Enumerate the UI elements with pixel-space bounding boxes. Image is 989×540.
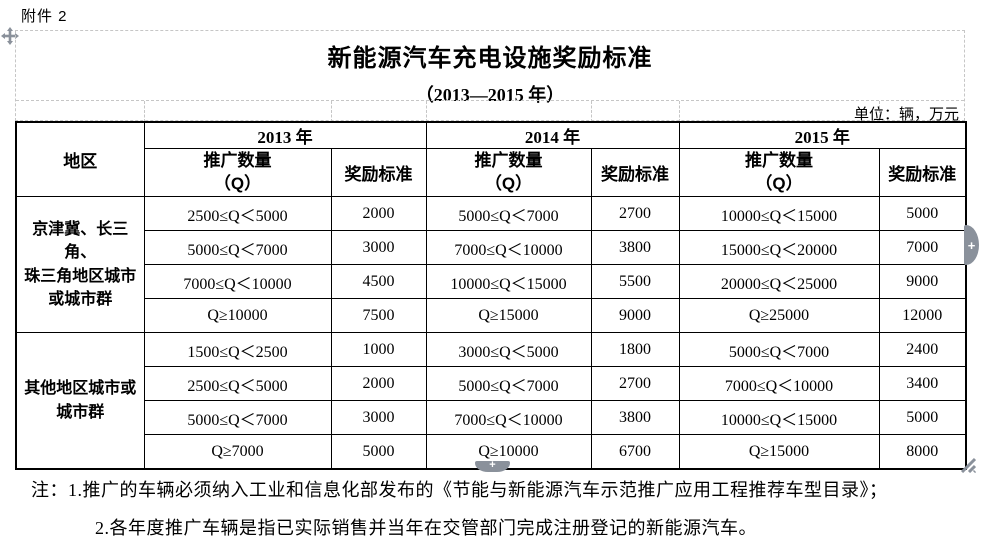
title-block: 新能源汽车充电设施奖励标准 （2013—2015 年） 单位：辆，万元 bbox=[15, 30, 965, 123]
year-header-2013: 2013 年 bbox=[143, 121, 427, 149]
dashed-gridline bbox=[331, 101, 332, 122]
qty-cell: 10000≤Q＜15000 bbox=[425, 264, 592, 299]
reward-cell: 3800 bbox=[590, 230, 680, 265]
qty-cell: Q≥25000 bbox=[678, 298, 880, 333]
plus-icon: + bbox=[967, 237, 976, 253]
dashed-gridline bbox=[16, 100, 964, 101]
qty-cell: 3000≤Q＜5000 bbox=[425, 332, 592, 367]
table-row: 7000≤Q＜10000 4500 10000≤Q＜15000 5500 200… bbox=[16, 264, 967, 299]
plus-icon: + bbox=[489, 459, 496, 471]
reward-cell: 3800 bbox=[590, 400, 680, 435]
reward-cell: 8000 bbox=[878, 434, 967, 470]
qty-cell: Q≥15000 bbox=[425, 298, 592, 333]
reward-cell: 5500 bbox=[590, 264, 680, 299]
dashed-gridline bbox=[679, 101, 680, 122]
title-area: 新能源汽车充电设施奖励标准 （2013—2015 年） bbox=[16, 31, 964, 105]
unit-label: 单位：辆，万元 bbox=[853, 106, 959, 123]
reward-cell: 2400 bbox=[878, 332, 967, 367]
qty-cell: Q≥10000 bbox=[143, 298, 332, 333]
dashed-gridline bbox=[426, 101, 427, 122]
year-header-2015: 2015 年 bbox=[678, 121, 967, 149]
reward-header-cell: 奖励标准 bbox=[590, 148, 680, 197]
reward-cell: 5000 bbox=[330, 434, 427, 470]
table-row: 地区 2013 年 2014 年 2015 年 bbox=[15, 121, 967, 197]
qty-cell: 15000≤Q＜20000 bbox=[678, 230, 880, 265]
dashed-gridline bbox=[591, 101, 592, 122]
region-cell: 其他地区城市或 城市群 bbox=[15, 332, 145, 470]
reward-cell: 2000 bbox=[330, 196, 427, 231]
insert-column-button[interactable]: + bbox=[964, 225, 979, 265]
reward-cell: 2700 bbox=[590, 366, 680, 401]
reward-cell: 7500 bbox=[330, 298, 427, 333]
table-move-icon[interactable] bbox=[1, 27, 19, 45]
reward-cell: 3000 bbox=[330, 230, 427, 265]
page-subtitle: （2013—2015 年） bbox=[415, 85, 565, 105]
insert-row-button[interactable]: + bbox=[475, 459, 510, 472]
table-row: 其他地区城市或 城市群 1500≤Q＜2500 1000 3000≤Q＜5000… bbox=[15, 332, 967, 470]
region-cell: 京津冀、长三角、 珠三角地区城市 或城市群 bbox=[15, 196, 145, 333]
note-line-1: 注：1.推广的车辆必须纳入工业和信息化部发布的《节能与新能源汽车示范推广应用工程… bbox=[31, 480, 888, 500]
qty-cell: 1500≤Q＜2500 bbox=[143, 332, 332, 367]
dashed-gridline bbox=[879, 101, 880, 122]
qty-cell: 7000≤Q＜10000 bbox=[425, 230, 592, 265]
table-resize-handle[interactable] bbox=[959, 456, 977, 474]
qty-cell: 7000≤Q＜10000 bbox=[425, 400, 592, 435]
move-arrows-icon bbox=[1, 27, 19, 45]
reward-cell: 5000 bbox=[878, 196, 967, 231]
reward-cell: 6700 bbox=[590, 434, 680, 470]
table-row: 京津冀、长三角、 珠三角地区城市 或城市群 2500≤Q＜5000 2000 5… bbox=[15, 196, 967, 333]
table-row: 推广数量 （Q） 奖励标准 推广数量 （Q） 奖励标准 推广数量 （Q） 奖励标… bbox=[16, 148, 967, 197]
qty-header-cell: 推广数量 （Q） bbox=[143, 148, 332, 197]
reward-cell: 3000 bbox=[330, 400, 427, 435]
qty-cell: 10000≤Q＜15000 bbox=[678, 196, 880, 231]
reward-cell: 2700 bbox=[590, 196, 680, 231]
qty-cell: Q≥15000 bbox=[678, 434, 880, 470]
reward-cell: 3400 bbox=[878, 366, 967, 401]
resize-grip-icon bbox=[960, 457, 977, 474]
qty-cell: 5000≤Q＜7000 bbox=[143, 230, 332, 265]
table-row: 5000≤Q＜7000 3000 7000≤Q＜10000 3800 10000… bbox=[16, 400, 967, 435]
page-title: 新能源汽车充电设施奖励标准 bbox=[327, 45, 653, 72]
reward-cell: 5000 bbox=[878, 400, 967, 435]
qty-cell: 5000≤Q＜7000 bbox=[425, 366, 592, 401]
table-row: 2500≤Q＜5000 2000 5000≤Q＜7000 2700 7000≤Q… bbox=[16, 366, 967, 401]
year-header-2014: 2014 年 bbox=[425, 121, 680, 149]
qty-cell: 20000≤Q＜25000 bbox=[678, 264, 880, 299]
qty-cell: 10000≤Q＜15000 bbox=[678, 400, 880, 435]
reward-cell: 9000 bbox=[878, 264, 967, 299]
table-row: Q≥10000 7500 Q≥15000 9000 Q≥25000 12000 bbox=[16, 298, 967, 333]
reward-cell: 1000 bbox=[330, 332, 427, 367]
reward-cell: 9000 bbox=[590, 298, 680, 333]
qty-cell: 7000≤Q＜10000 bbox=[678, 366, 880, 401]
region-header-cell: 地区 bbox=[15, 121, 145, 197]
note-line-2: 2.各年度推广车辆是指已实际销售并当年在交管部门完成注册登记的新能源汽车。 bbox=[95, 518, 757, 538]
reward-cell: 7000 bbox=[878, 230, 967, 265]
reward-header-cell: 奖励标准 bbox=[330, 148, 427, 197]
qty-cell: 5000≤Q＜7000 bbox=[143, 400, 332, 435]
attachment-label: 附件 2 bbox=[21, 8, 68, 25]
qty-cell: 2500≤Q＜5000 bbox=[143, 366, 332, 401]
reward-table: 地区 2013 年 2014 年 2015 年 推广数量 （Q） 奖励标准 推广… bbox=[15, 121, 967, 470]
reward-cell: 1800 bbox=[590, 332, 680, 367]
qty-cell: 5000≤Q＜7000 bbox=[425, 196, 592, 231]
reward-cell: 2000 bbox=[330, 366, 427, 401]
reward-cell: 4500 bbox=[330, 264, 427, 299]
reward-cell: 12000 bbox=[878, 298, 967, 333]
dashed-gridline bbox=[144, 101, 145, 122]
table-row: 5000≤Q＜7000 3000 7000≤Q＜10000 3800 15000… bbox=[16, 230, 967, 265]
qty-cell: Q≥7000 bbox=[143, 434, 332, 470]
qty-cell: 7000≤Q＜10000 bbox=[143, 264, 332, 299]
qty-header-cell: 推广数量 （Q） bbox=[678, 148, 880, 197]
qty-header-cell: 推广数量 （Q） bbox=[425, 148, 592, 197]
qty-cell: 5000≤Q＜7000 bbox=[678, 332, 880, 367]
reward-header-cell: 奖励标准 bbox=[878, 148, 967, 197]
qty-cell: 2500≤Q＜5000 bbox=[143, 196, 332, 231]
